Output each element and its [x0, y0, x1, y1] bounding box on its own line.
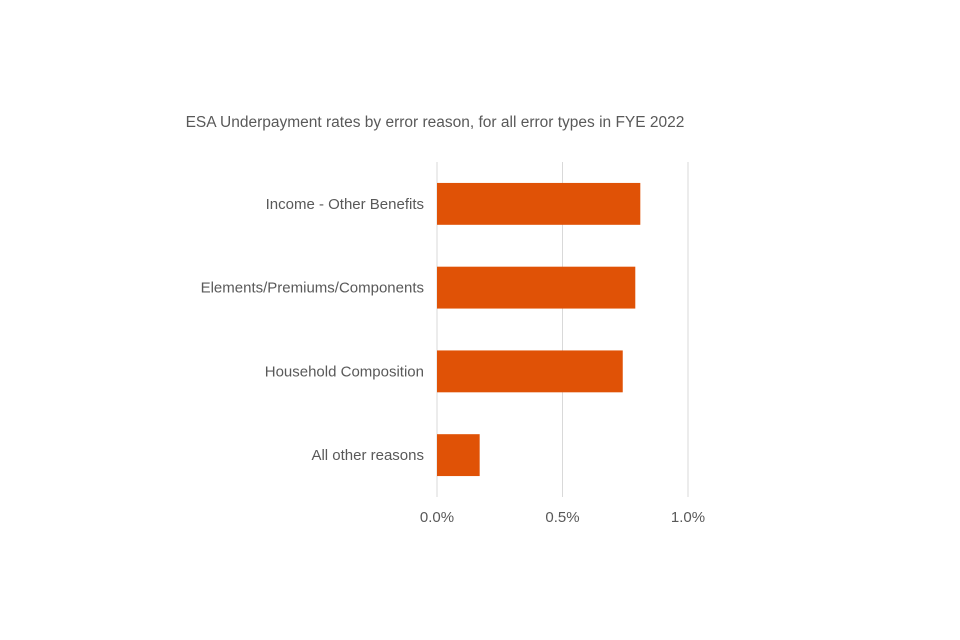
bars [437, 182, 641, 477]
bar [437, 350, 623, 393]
x-axis-tick-labels: 0.0% 0.5% 1.0% [420, 509, 705, 526]
bar [437, 266, 636, 309]
category-label: Household Composition [265, 363, 424, 380]
category-label: Elements/Premiums/Components [201, 280, 424, 297]
x-tick-label: 0.0% [420, 509, 454, 526]
bar [437, 182, 641, 225]
category-label: Income - Other Benefits [266, 196, 424, 213]
bar [437, 434, 480, 477]
category-labels: Income - Other Benefits Elements/Premiums… [201, 196, 424, 464]
x-tick-label: 0.5% [545, 509, 579, 526]
category-label: All other reasons [311, 447, 424, 464]
chart-title: ESA Underpayment rates by error reason, … [186, 114, 685, 131]
x-tick-label: 1.0% [671, 509, 705, 526]
